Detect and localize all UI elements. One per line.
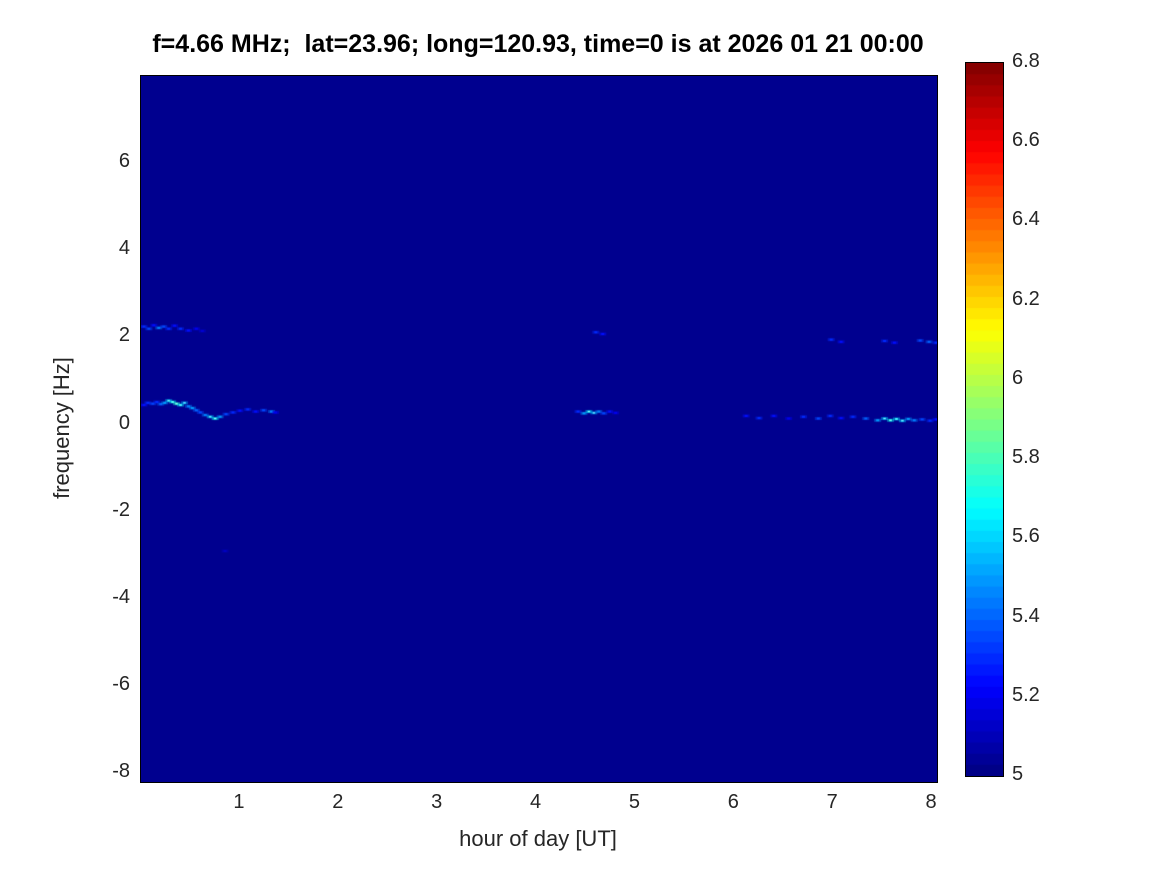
colorbar-tick-label: 6: [1012, 366, 1024, 389]
y-tick-label: 4: [118, 237, 130, 260]
colorbar: [965, 62, 1004, 777]
y-tick-label: -6: [112, 673, 130, 696]
x-tick-label: 6: [727, 791, 739, 813]
plot-area: [140, 75, 938, 783]
x-tick-label: 8: [925, 791, 937, 813]
x-tick-label: 1: [233, 791, 245, 813]
colorbar-tick-label: 6.4: [1012, 208, 1040, 231]
colorbar-gradient: [966, 63, 1003, 776]
colorbar-tick-label: 5.8: [1012, 446, 1040, 469]
y-tick-label: -2: [112, 498, 130, 521]
y-tick-label: 6: [118, 150, 130, 173]
x-axis-label: hour of day [UT]: [459, 826, 617, 851]
y-tick-label: 0: [118, 411, 130, 434]
heatmap-canvas: [141, 76, 937, 782]
y-tick-label: -4: [112, 585, 130, 608]
x-tick-label: 4: [529, 791, 542, 813]
x-tick-label: 3: [431, 791, 443, 813]
chart-title: f=4.66 MHz; lat=23.96; long=120.93, time…: [152, 30, 924, 58]
colorbar-tick-label: 6.6: [1012, 129, 1040, 152]
colorbar-tick-label: 5: [1012, 763, 1024, 785]
colorbar-tick-label: 5.6: [1012, 525, 1040, 548]
colorbar-tick-label: 6.2: [1012, 287, 1040, 310]
x-tick-label: 2: [332, 791, 344, 813]
x-tick-label: 5: [628, 791, 640, 813]
colorbar-tick-label: 5.2: [1012, 683, 1040, 706]
x-tick-label: 7: [826, 791, 838, 813]
colorbar-tick-label: 6.8: [1012, 50, 1040, 72]
y-tick-label: 2: [118, 324, 130, 347]
colorbar-tick-label: 5.4: [1012, 604, 1040, 627]
y-tick-label: -8: [112, 760, 130, 783]
